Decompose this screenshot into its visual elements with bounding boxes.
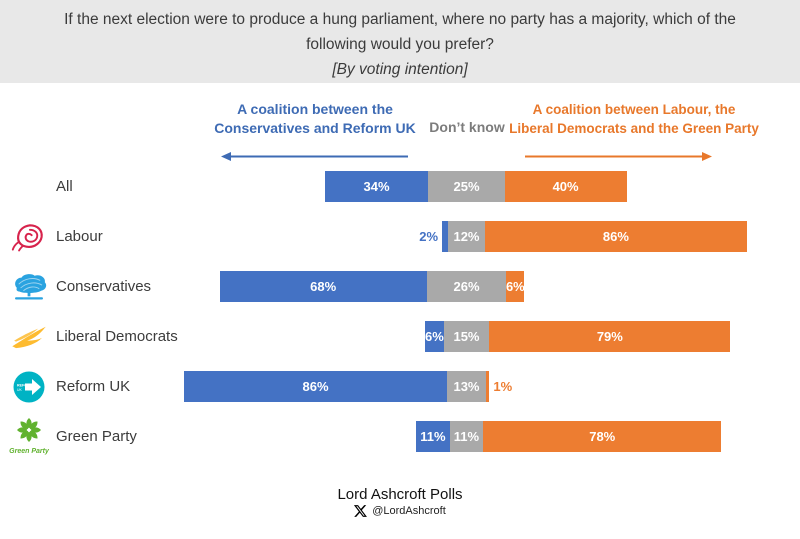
footer-title: Lord Ashcroft Polls [337,486,463,503]
segment-value-label: 86% [602,229,629,244]
svg-text:Green Party: Green Party [9,448,50,455]
svg-text:UK: UK [17,387,22,391]
segment-dont-know: 15% [443,321,490,352]
conservatives-tree-icon [6,273,52,301]
segment-value-label: 79% [596,329,623,344]
segment-dont-know: 25% [428,171,505,202]
question-line-3: [By voting intention] [332,61,468,78]
segment-dont-know: 11% [449,421,484,452]
question-header: If the next election were to produce a h… [0,0,800,83]
segment-value-label: 78% [589,429,616,444]
segment-value-label: 13% [453,379,480,394]
row-label-reform-uk: Reform UK [56,378,131,395]
segment-value-label: 12% [453,229,480,244]
legend-lab-libdem-green: A coalition between Labour, the Liberal … [504,100,764,138]
segment-coalition-con-reform: 34% [324,171,429,202]
segment-value-label: 25% [453,179,480,194]
legend-dont-know: Don’t know [429,119,505,135]
segment-coalition-lab-libdem-green: 6% [505,271,525,302]
segment-coalition-con-reform: 68% [219,271,427,302]
chart-row-conservatives: Conservatives 68% 26% 6% [0,271,800,302]
segment-dont-know: 13% [446,371,487,402]
svg-text:REFORM: REFORM [17,383,33,387]
segment-coalition-con-reform: 86% [184,371,447,402]
legend-lab-libdem-green-line-1: A coalition between Labour, the [532,102,736,117]
segment-value-label: 26% [453,279,480,294]
segment-coalition-lab-libdem-green: 86% [484,221,748,252]
segment-coalition-con-reform: 11% [416,421,450,452]
segment-value-label: 11% [453,429,480,444]
chart-row-reform-uk: REFORM UK Reform UK 86% 13% 1% [0,371,800,402]
labour-rose-icon [6,222,52,251]
segment-value-label: 11% [420,429,446,444]
segment-dont-know: 12% [448,221,485,252]
chart-row-all: All 34% 25% 40% [0,171,800,202]
question-line-2: following would you prefer? [306,36,494,53]
segment-value-label: 86% [302,379,329,394]
segment-coalition-con-reform [442,221,449,252]
footer-handle: @LordAshcroft [0,505,800,517]
green-party-icon: Green Party [6,417,52,457]
chart-row-green-party: Green Party Green Party 11% 11% 78% [0,417,800,455]
segment-value-label: 6% [505,279,525,294]
segment-value-label: 6% [425,329,444,344]
x-logo-icon [354,505,368,517]
left-arrow-icon [221,152,408,161]
legend-lab-libdem-green-line-2: Liberal Democrats and the Green Party [509,121,759,136]
segment-value-label: 68% [310,279,337,294]
legend-con-reform-line-2: Conservatives and Reform UK [214,120,416,136]
question-line-1: If the next election were to produce a h… [64,11,736,28]
row-label-green-party: Green Party [56,428,137,445]
row-label-labour: Labour [56,228,103,245]
legend-con-reform: A coalition between the Conservatives an… [198,100,432,138]
segment-value-label: 15% [453,329,480,344]
segment-coalition-lab-libdem-green: 40% [504,171,627,202]
segment-value-label: 40% [552,179,579,194]
segment-value-label: 2% [419,229,439,244]
footer-handle-text: @LordAshcroft [372,505,446,517]
row-label-all: All [56,178,73,195]
reform-uk-icon: REFORM UK [6,371,52,403]
chart-row-labour: Labour 2% 12% 86% [0,221,800,252]
row-label-liberal-democrats: Liberal Democrats [56,328,178,345]
row-label-conservatives: Conservatives [56,278,152,295]
segment-coalition-lab-libdem-green [486,371,490,402]
segment-value-label: 34% [363,179,390,194]
right-arrow-icon [525,152,712,161]
segment-dont-know: 26% [426,271,507,302]
legend-con-reform-line-1: A coalition between the [237,101,393,117]
segment-coalition-con-reform: 6% [425,321,444,352]
segment-coalition-lab-libdem-green: 78% [483,421,722,452]
chart-row-liberal-democrats: Liberal Democrats 6% 15% 79% [0,321,800,352]
segment-value-label: 1% [493,379,513,394]
segment-coalition-lab-libdem-green: 79% [489,321,731,352]
libdem-bird-icon [6,324,52,350]
